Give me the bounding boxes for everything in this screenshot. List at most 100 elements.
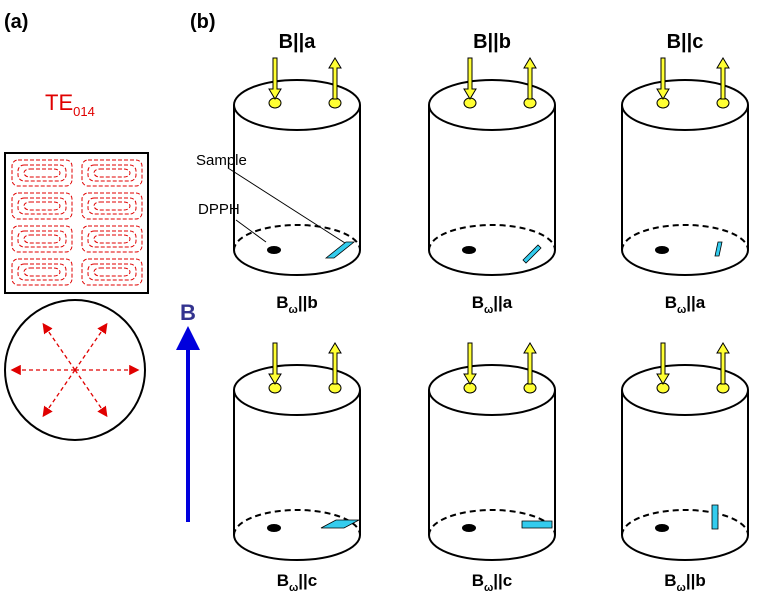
field: B [665,293,677,312]
field-loop [24,169,60,177]
field-loop [18,165,66,181]
subscript: ω [289,304,298,316]
coupling-arrow [269,343,281,384]
dpph-marker [655,524,669,532]
cavity-top [429,365,555,415]
field-loop [82,226,142,252]
cavity-bottom [622,250,748,275]
dpph-label: DPPH [198,201,240,218]
field-loop [12,193,72,219]
cavity: Bω||b [622,343,748,592]
field-loop [88,198,136,214]
mode-square [5,153,148,293]
cylinder-label: Bω||c [472,571,513,592]
dpph-marker [655,246,669,254]
figure: (a) (b) TE014 B B||aB||bB||cBω||bBω||aBω… [0,0,758,592]
cavity-top [234,80,360,130]
cavity-top [429,80,555,130]
mode-label: TE014 [45,90,95,119]
orientation: ||a [493,293,513,312]
field-loop [88,231,136,247]
column-header: B||c [667,31,704,53]
dpph-marker [267,246,281,254]
cavity-bottom-back [622,225,748,250]
field-loop [82,160,142,186]
cavity: Bω||b [234,58,360,316]
cavity-top [234,365,360,415]
field-loop [88,264,136,280]
orientation: ||b [686,571,706,590]
field-loop [12,259,72,285]
sample-crystal [522,521,552,528]
panel-label: (a) [4,11,28,33]
pointer [228,168,345,243]
column-header: B||a [279,31,317,53]
orientation: ||c [298,571,317,590]
radial-arrow [44,325,75,370]
field-loop [18,231,66,247]
column-header: B||b [473,31,511,53]
field-loop [12,226,72,252]
cavity-top [622,80,748,130]
radial-field [13,325,137,415]
cavity: Bω||a [622,58,748,316]
field-loop [94,268,130,276]
field-loop [88,165,136,181]
coupling-arrow [717,58,729,99]
sample-crystal [523,245,541,263]
radial-arrow [44,370,75,415]
orientation: ||c [493,571,512,590]
cavity: Bω||a [429,58,555,316]
cavity-top [622,365,748,415]
orientation: ||b [298,293,318,312]
cylinder-label: Bω||b [664,571,705,592]
sample-label: Sample [196,152,247,169]
dpph-marker [462,524,476,532]
field-lines [12,160,142,285]
field-loop [94,169,130,177]
subscript: ω [484,582,493,592]
coupling-arrow [717,343,729,384]
field-loop [94,235,130,243]
cylinder-label: Bω||c [277,571,318,592]
subscript: ω [289,582,298,592]
cavity-bottom [234,535,360,560]
cylinder-label: Bω||a [472,293,513,316]
coupling-arrow [269,58,281,99]
field: B [472,293,484,312]
field-loop [24,235,60,243]
field: B [664,571,676,590]
radial-arrow [75,325,106,370]
cavity: Bω||c [429,343,555,592]
field-loop [12,160,72,186]
coupling-arrow [657,58,669,99]
coupling-arrow [329,58,341,99]
coupling-arrow [657,343,669,384]
cavity: Bω||c [234,343,360,592]
radial-arrow [75,370,106,415]
field-loop [24,202,60,210]
cavity-bottom [429,250,555,275]
dpph-marker [462,246,476,254]
field-loop [18,264,66,280]
cavity-bottom [234,250,360,275]
field: B [472,571,484,590]
cavity-bottom-back [622,510,748,535]
field-loop [82,259,142,285]
coupling-arrow [464,58,476,99]
subscript: ω [677,582,686,592]
coupling-arrow [329,343,341,384]
coupling-arrow [524,343,536,384]
cavity-bottom [429,535,555,560]
cavity-bottom-back [429,225,555,250]
coupling-arrow [464,343,476,384]
field-loop [94,202,130,210]
field-loop [24,268,60,276]
field: B [277,571,289,590]
cylinder-label: Bω||a [665,293,706,316]
field-loop [18,198,66,214]
field-loop [82,193,142,219]
panel-label: (b) [190,11,216,33]
field: B [276,293,288,312]
